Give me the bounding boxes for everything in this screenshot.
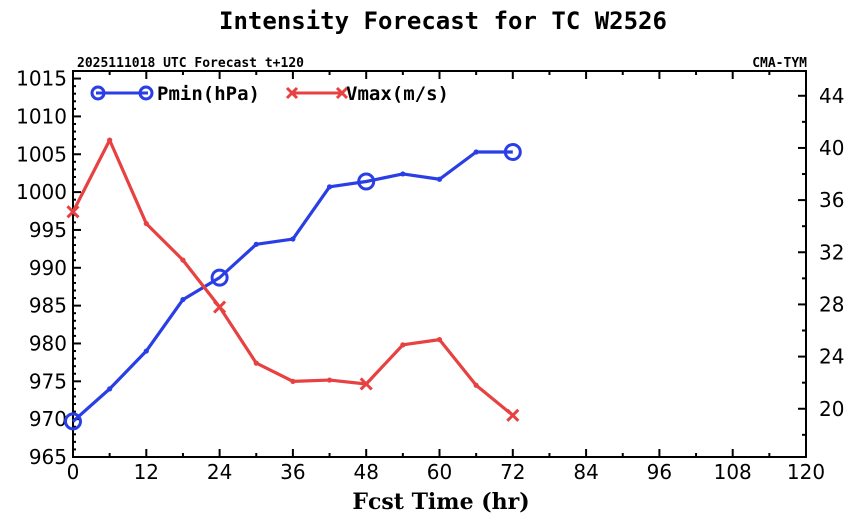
data-point bbox=[290, 378, 296, 384]
data-point-marker bbox=[503, 142, 522, 161]
data-point-marker bbox=[213, 300, 227, 314]
data-point bbox=[326, 377, 333, 383]
data-point bbox=[436, 337, 443, 343]
x-tick-label: 108 bbox=[714, 460, 752, 484]
y-left-tick-label: 1015 bbox=[16, 67, 67, 91]
y-right-tick-label: 40 bbox=[819, 136, 844, 160]
x-tick-label: 12 bbox=[134, 460, 159, 484]
data-point bbox=[400, 171, 406, 177]
legend: Pmin(hPa) Vmax(m/s) bbox=[90, 83, 449, 105]
y-right-tick-label: 44 bbox=[819, 84, 844, 108]
data-point bbox=[290, 236, 296, 242]
data-point bbox=[253, 360, 259, 366]
forecast-subtitle: 2025111018 UTC Forecast t+120 bbox=[77, 56, 304, 71]
x-tick-label: 24 bbox=[207, 460, 232, 484]
y-right-tick-label: 36 bbox=[819, 188, 844, 212]
x-tick-label: 0 bbox=[67, 460, 80, 484]
y-right-tick-label: 20 bbox=[819, 397, 844, 421]
y-left-tick-label: 1010 bbox=[16, 104, 67, 128]
data-point bbox=[180, 257, 186, 263]
y-left-tick-label: 980 bbox=[29, 331, 67, 355]
data-point bbox=[473, 149, 479, 155]
legend-pmin-marker-left bbox=[90, 85, 106, 101]
data-point-marker bbox=[66, 205, 80, 219]
y-left-tick-label: 1000 bbox=[16, 180, 67, 204]
y-left-tick-label: 995 bbox=[29, 218, 67, 242]
series-vmax bbox=[66, 137, 520, 422]
y-right-tick-label: 32 bbox=[819, 240, 844, 264]
data-point-marker bbox=[357, 172, 376, 191]
legend-vmax-marker-left bbox=[285, 86, 299, 100]
legend-item-vmax: Vmax(m/s) bbox=[285, 83, 449, 105]
data-point bbox=[143, 220, 149, 227]
data-point bbox=[107, 386, 113, 392]
series-layer bbox=[64, 137, 522, 431]
legend-item-pmin: Pmin(hPa) bbox=[90, 83, 260, 105]
right-y-axis: 20 24 28 32 36 40 44 bbox=[798, 84, 844, 436]
y-right-tick-label: 28 bbox=[819, 292, 844, 316]
data-point-marker bbox=[210, 268, 229, 287]
data-point bbox=[253, 241, 259, 247]
legend-vmax-marker-right bbox=[335, 86, 349, 100]
legend-vmax-label: Vmax(m/s) bbox=[346, 83, 449, 105]
x-tick-label: 120 bbox=[787, 460, 825, 484]
data-point bbox=[473, 382, 479, 388]
x-tick-label: 72 bbox=[500, 460, 525, 484]
data-point bbox=[436, 176, 443, 182]
data-point bbox=[326, 184, 333, 190]
chart-title: Intensity Forecast for TC W2526 bbox=[219, 7, 667, 35]
left-y-axis: 965 970 975 980 985 990 995 1000 1005 1010 1015 bbox=[16, 67, 81, 469]
data-point bbox=[143, 348, 149, 354]
y-left-tick-label: 985 bbox=[29, 294, 67, 318]
x-tick-label: 36 bbox=[280, 460, 305, 484]
x-tick-label: 48 bbox=[353, 460, 378, 484]
legend-pmin-marker-right bbox=[138, 85, 154, 101]
plot-frame bbox=[72, 70, 807, 458]
data-point bbox=[400, 342, 406, 348]
x-tick-label: 96 bbox=[647, 460, 672, 484]
x-tick-label: 60 bbox=[427, 460, 452, 484]
legend-pmin-label: Pmin(hPa) bbox=[157, 83, 260, 105]
data-point bbox=[180, 296, 186, 303]
y-left-tick-label: 990 bbox=[29, 256, 67, 280]
series-line bbox=[71, 138, 514, 417]
data-point-marker bbox=[359, 377, 373, 391]
series-pmin bbox=[64, 142, 522, 431]
y-left-tick-label: 965 bbox=[29, 445, 67, 469]
data-point bbox=[107, 137, 113, 143]
y-right-tick-label: 24 bbox=[819, 345, 844, 369]
model-name: CMA-TYM bbox=[752, 56, 807, 71]
x-axis: 0 12 24 36 48 60 72 84 96 108 120 bbox=[67, 71, 825, 484]
y-left-tick-label: 1005 bbox=[16, 142, 67, 166]
y-left-tick-label: 975 bbox=[29, 369, 67, 393]
data-point-marker bbox=[64, 412, 82, 431]
data-point-marker bbox=[506, 408, 520, 422]
x-tick-label: 84 bbox=[573, 460, 598, 484]
y-left-tick-label: 970 bbox=[29, 407, 67, 431]
x-axis-label: Fcst Time (hr) bbox=[352, 489, 529, 515]
